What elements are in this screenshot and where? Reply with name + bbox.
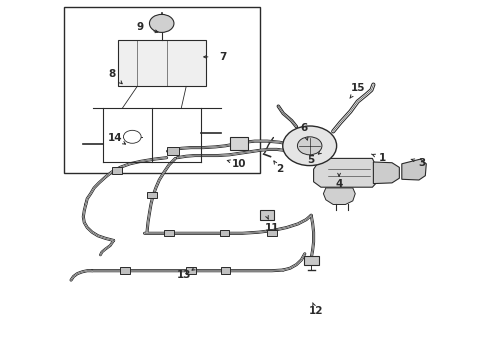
Text: 15: 15 [350, 83, 365, 93]
Circle shape [283, 126, 337, 166]
Text: 8: 8 [108, 69, 115, 79]
Text: 2: 2 [276, 164, 283, 174]
Bar [260, 210, 274, 220]
Bar [167, 147, 179, 155]
Text: 13: 13 [176, 270, 191, 280]
Polygon shape [373, 162, 399, 184]
Bar [220, 230, 229, 236]
Text: 1: 1 [379, 153, 386, 163]
Text: 12: 12 [309, 306, 323, 316]
Circle shape [123, 130, 141, 143]
Bar [112, 167, 122, 174]
Text: 10: 10 [232, 159, 246, 169]
Polygon shape [323, 188, 355, 204]
Circle shape [149, 14, 174, 32]
Bar [147, 192, 157, 198]
Bar [220, 267, 230, 274]
Bar [304, 256, 318, 265]
Bar [120, 267, 130, 274]
Text: 5: 5 [308, 155, 315, 165]
Polygon shape [402, 159, 426, 180]
Bar [64, 7, 260, 173]
Bar [186, 267, 196, 274]
Bar [164, 230, 174, 236]
Text: 14: 14 [108, 132, 122, 143]
Polygon shape [314, 158, 377, 187]
Bar [230, 137, 248, 150]
Text: 6: 6 [300, 123, 307, 133]
Text: 4: 4 [335, 179, 343, 189]
Bar [267, 230, 277, 236]
Text: 3: 3 [419, 158, 426, 168]
Circle shape [297, 137, 322, 155]
Text: 9: 9 [136, 22, 143, 32]
Text: 11: 11 [265, 222, 279, 233]
Text: 7: 7 [219, 52, 227, 62]
Bar [118, 40, 206, 86]
